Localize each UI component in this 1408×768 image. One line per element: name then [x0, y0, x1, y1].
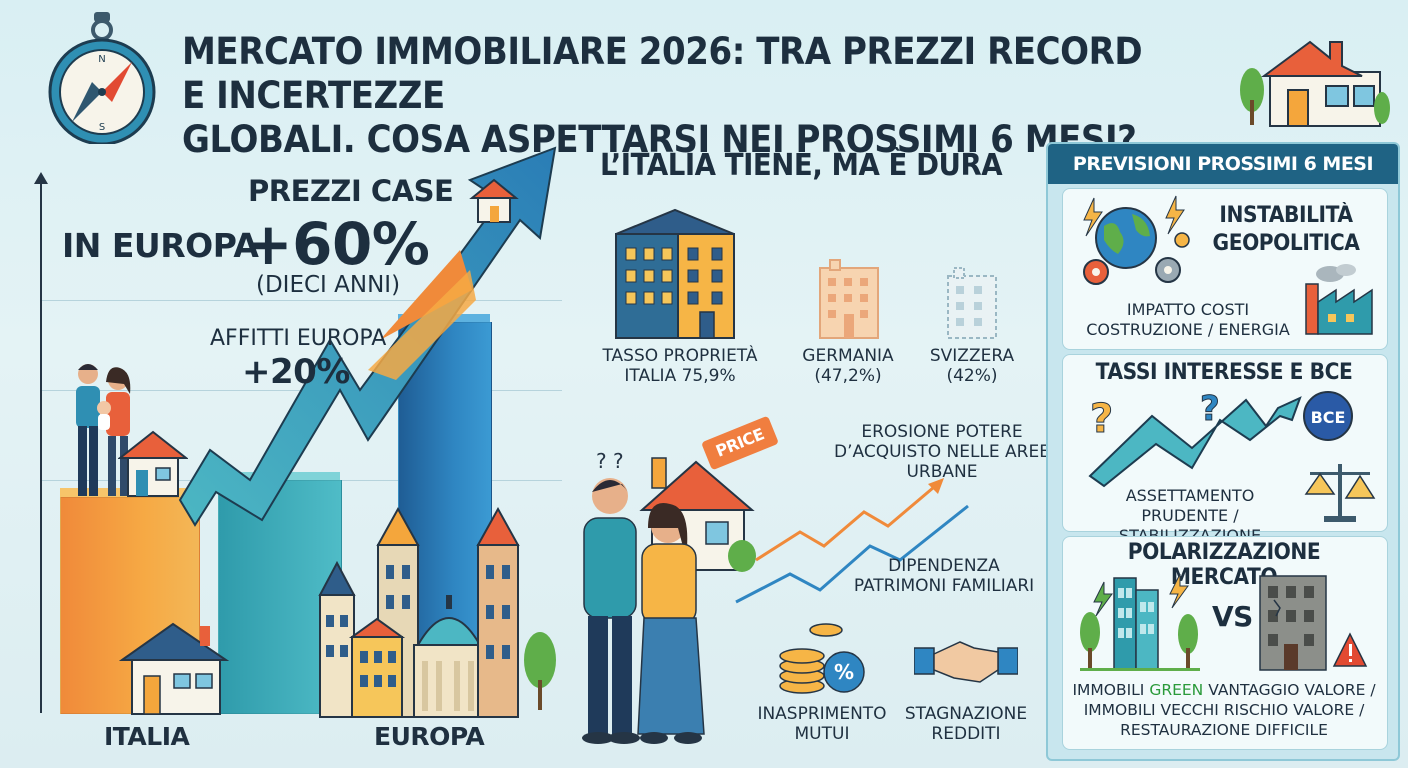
family-icon	[76, 364, 131, 496]
page-title: MERCATO IMMOBILIARE 2026: TRA PREZZI REC…	[182, 30, 1176, 162]
label-germania: GERMANIA (47,2%)	[796, 346, 900, 386]
italia-line2: ITALIA 75,9%	[624, 366, 736, 386]
building-svizzera-icon	[947, 267, 997, 339]
y-axis	[40, 178, 42, 713]
label-redditi: STAGNAZIONE REDDITI	[896, 704, 1036, 744]
card1-title-line2: GEOPOLITICA	[1212, 231, 1360, 256]
gridline	[42, 300, 562, 301]
growth-arrow-icon	[178, 146, 557, 527]
dipendenza-line1: DIPENDENZA	[888, 556, 1000, 576]
house-icon	[1240, 40, 1390, 127]
axis-label-italia: ITALIA	[104, 722, 190, 751]
green-building-icon	[1080, 573, 1200, 671]
factory-icon	[1305, 264, 1373, 335]
card1-text: IMPATTO COSTI COSTRUZIONE / ENERGIA	[1070, 300, 1306, 340]
card1-title-line1: INSTABILITÀ	[1219, 203, 1353, 228]
in-europa-label: IN EUROPA	[62, 226, 259, 265]
title-line2: GLOBALI. COSA ASPETTARSI NEI PROSSIMI 6 …	[182, 118, 1137, 161]
card2-title: TASSI INTERESSE E BCE	[1095, 360, 1353, 385]
axis-label-europa: EUROPA	[374, 722, 485, 751]
handshake-icon	[914, 641, 1018, 683]
question-marks: ? ?	[596, 449, 624, 473]
building-italia-icon	[615, 208, 735, 339]
redditi-line1: STAGNAZIONE	[904, 704, 1028, 724]
prezzi-label: PREZZI CASE	[248, 174, 454, 208]
rate-arrow-icon: ? ? BCE	[1088, 389, 1353, 488]
label-svizzera: SVIZZERA (42%)	[920, 346, 1024, 386]
prezzi-value: +60%	[244, 210, 430, 278]
card2-text: ASSETTAMENTO PRUDENTE / STABILIZZAZIONE	[1070, 486, 1310, 546]
panel-header: PREVISIONI PROSSIMI 6 MESI	[1048, 144, 1398, 184]
label-dipendenza: DIPENDENZA PATRIMONI FAMILIARI	[846, 556, 1042, 596]
city-buildings-icon	[318, 506, 520, 718]
compass-s: S	[99, 122, 105, 133]
card3-text-line2: IMMOBILI VECCHI RISCHIO VALORE /	[1083, 701, 1365, 719]
couple-icon: ? ?	[582, 449, 756, 744]
card-tassi	[1062, 354, 1388, 532]
mutui-line1: INASPRIMENTO	[757, 704, 887, 724]
building-germania-icon	[819, 259, 879, 339]
old-building-icon	[1259, 575, 1368, 671]
coins-percent-icon: %	[779, 623, 865, 694]
card3-text-line1-b: VANTAGGIO VALORE /	[1203, 681, 1376, 699]
redditi-line2: REDDITI	[931, 724, 1001, 744]
globe-gears-icon	[1083, 195, 1190, 285]
germania-line2: (47,2%)	[814, 366, 882, 386]
card3-text-green: GREEN	[1149, 681, 1204, 699]
label-italia-proprieta: TASSO PROPRIETÀ ITALIA 75,9%	[598, 346, 762, 386]
y-axis-arrow	[34, 172, 48, 184]
trend-lines-icon	[735, 478, 969, 604]
card3-text-line1-a: IMMOBILI	[1072, 681, 1150, 699]
question-icon: ?	[1200, 389, 1220, 429]
svizzera-line2: (42%)	[946, 366, 998, 386]
house-icon	[118, 622, 230, 715]
vs-label: VS	[1212, 600, 1253, 633]
section-heading-italia: L’ITALIA TIENE, MA È DURA	[600, 148, 1003, 183]
dipendenza-line2: PATRIMONI FAMILIARI	[853, 576, 1035, 596]
card3-text-line1: IMMOBILI GREEN VANTAGGIO VALORE /	[1066, 680, 1382, 700]
tree-icon	[524, 632, 556, 710]
mutui-line2: MUTUI	[794, 724, 850, 744]
affitti-label: AFFITTI EUROPA	[210, 326, 387, 351]
erosione-line2: D’ACQUISTO NELLE AREE URBANE	[834, 442, 1050, 482]
germania-line1: GERMANIA	[802, 346, 894, 366]
card3-text-line3: RESTAURAZIONE DIFFICILE	[1120, 721, 1328, 739]
erosione-line1: EROSIONE POTERE	[861, 422, 1023, 442]
card1-text-line2: COSTRUZIONE / ENERGIA	[1086, 320, 1290, 339]
compass-n: N	[98, 54, 105, 65]
italia-line1: TASSO PROPRIETÀ	[602, 346, 758, 366]
card3-text: IMMOBILI GREEN VANTAGGIO VALORE / IMMOBI…	[1066, 680, 1382, 740]
question-icon: ?	[1090, 396, 1113, 442]
card2-text-line1: ASSETTAMENTO	[1125, 486, 1255, 505]
scale-icon	[1304, 464, 1376, 522]
bce-label: BCE	[1311, 408, 1346, 427]
house-icon	[118, 430, 188, 497]
compass-icon: N S	[48, 12, 156, 144]
card1-text-line1: IMPATTO COSTI	[1126, 300, 1250, 319]
label-mutui: INASPRIMENTO MUTUI	[750, 704, 894, 744]
card1-title: INSTABILITÀ GEOPOLITICA	[1205, 202, 1367, 258]
title-line1: MERCATO IMMOBILIARE 2026: TRA PREZZI REC…	[182, 30, 1143, 117]
percent-symbol: %	[834, 660, 854, 684]
label-erosione: EROSIONE POTERE D’ACQUISTO NELLE AREE UR…	[824, 422, 1060, 482]
svizzera-line1: SVIZZERA	[929, 346, 1015, 366]
dieci-anni-label: (DIECI ANNI)	[256, 272, 401, 298]
affitti-value: +20%	[242, 352, 350, 392]
